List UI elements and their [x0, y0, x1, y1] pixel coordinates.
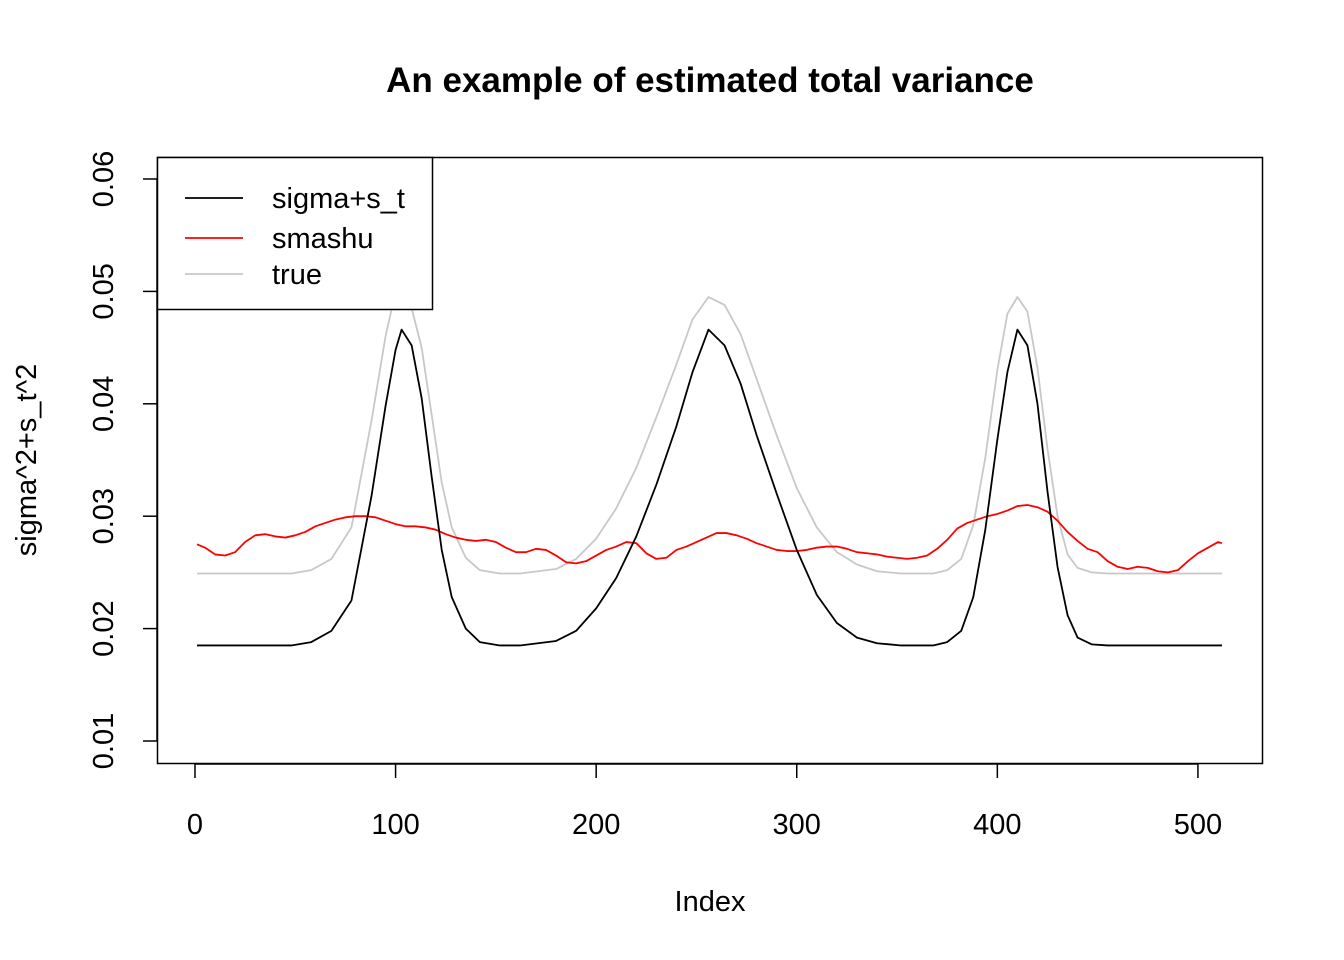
y-axis: 0.01 0.02 0.03 0.04 0.05 0.06: [88, 151, 158, 769]
series-line-0: [197, 328, 1222, 647]
series-layer: [196, 290, 1223, 647]
x-tick-label: 200: [572, 809, 620, 841]
legend-label-2: true: [272, 259, 322, 291]
x-tick-label: 0: [187, 809, 203, 841]
legend-label-1: smashu: [272, 223, 374, 255]
x-tick-label: 400: [973, 809, 1021, 841]
x-axis-label: Index: [675, 886, 746, 918]
legend-label-0: sigma+s_t: [272, 183, 405, 215]
y-tick-label: 0.04: [88, 376, 120, 432]
x-tick-label: 100: [371, 809, 419, 841]
x-tick-label: 300: [773, 809, 821, 841]
x-axis: 0 100 200 300 400 500: [187, 763, 1222, 841]
y-axis-label: sigma^2+s_t^2: [11, 364, 43, 556]
y-tick-label: 0.03: [88, 488, 120, 544]
chart-title: An example of estimated total variance: [386, 61, 1034, 100]
y-tick-label: 0.01: [88, 713, 120, 769]
x-tick-label: 500: [1174, 809, 1222, 841]
series-line-2: [197, 290, 1222, 575]
legend-box: [156, 156, 434, 311]
y-tick-label: 0.05: [88, 263, 120, 319]
y-tick-label: 0.06: [88, 151, 120, 207]
y-tick-label: 0.02: [88, 600, 120, 656]
series-line-1: [196, 504, 1223, 574]
